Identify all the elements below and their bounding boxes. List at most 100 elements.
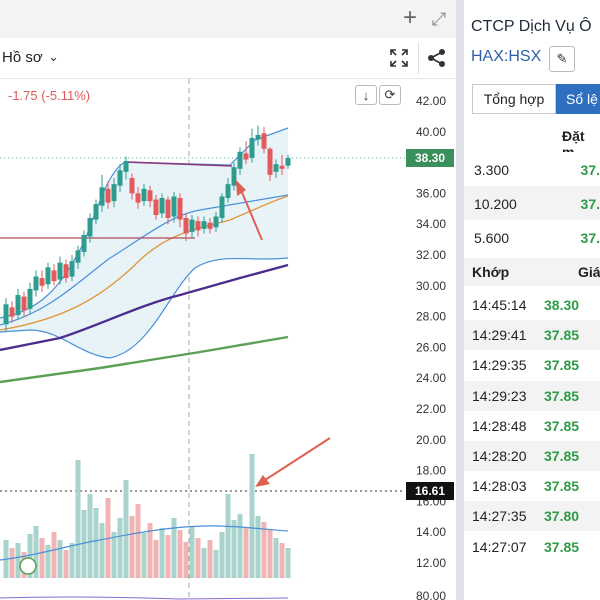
volume-bar [112,532,117,578]
orderbook-qty: 5.600 [464,230,581,246]
volume-bar [46,545,51,578]
volume-bar [88,494,93,578]
candle-body [58,263,63,280]
download-icon[interactable]: ↓ [355,85,377,105]
candle-body [178,198,183,220]
candle-body [184,218,189,233]
volume-bar [64,550,69,578]
divider [418,42,419,74]
candle-body [142,189,147,201]
price-axis-tick: 36.00 [416,186,446,200]
volume-bar [190,526,195,578]
match-row: 14:28:03 37.85 [464,471,600,501]
volume-bar [136,504,141,578]
price-axis-tick: 34.00 [416,217,446,231]
candle-body [22,297,27,311]
match-price: 37.85 [544,418,579,434]
reset-view-icon[interactable]: ⟳ [379,85,401,105]
candle-body [226,184,231,198]
candle-body [160,198,165,213]
candle-body [286,158,291,166]
volume-bar [16,543,21,578]
arrow-volume-annotation [262,438,330,482]
panel-divider[interactable] [456,0,464,600]
match-price: 37.85 [544,388,579,404]
candle-body [82,235,87,252]
candle-body [118,170,123,185]
match-row: 14:29:35 37.85 [464,350,600,380]
candle-body [52,270,57,281]
candle-body [148,190,153,201]
match-time: 14:28:03 [464,478,544,494]
candle-body [100,187,105,205]
orderbook-price: 37. [581,230,600,246]
volume-bar [124,480,129,578]
match-row: 14:27:35 37.80 [464,501,600,531]
candle-body [280,166,285,169]
chart-toolbar: Hồ sơ ⌄ [0,38,456,79]
match-row: 14:28:48 37.85 [464,411,600,441]
ma-green [0,337,288,382]
match-time: 14:29:35 [464,357,544,373]
price-axis-tick: 24.00 [416,371,446,385]
volume-bar [70,543,75,578]
candle-body [136,193,141,202]
price-axis-tick: 28.00 [416,310,446,324]
volume-bar [250,454,255,578]
candle-body [214,217,219,228]
orderbook-row[interactable]: 5.600 37. [464,220,600,256]
profile-tab[interactable]: Hồ sơ [2,49,43,66]
orderbook-row[interactable]: 3.300 37. [464,152,600,188]
candle-body [172,196,177,216]
volume-bar [76,460,81,578]
volume-bar [58,540,63,578]
company-name: CTCP Dịch Vụ Ô [471,18,592,36]
fullscreen-icon[interactable] [386,46,412,70]
match-time: 14:29:41 [464,327,544,343]
candle-body [88,218,93,236]
orderbook-qty: 3.300 [464,162,581,178]
price-axis-tick: 18.00 [416,464,446,478]
match-price: 38.30 [544,297,579,313]
match-time: 14:27:35 [464,508,544,524]
volume-bar [226,494,231,578]
match-price: 37.85 [544,327,579,343]
orderbook-price: 37. [581,196,600,212]
edit-icon[interactable]: ✎ [549,46,575,72]
ticker-label[interactable]: HAX:HSX [471,48,541,66]
volume-bar [274,538,279,578]
candle-body [40,278,45,286]
price-axis-tick: 32.00 [416,248,446,262]
orderbook-row[interactable]: 10.200 37. [464,186,600,222]
volume-bar [94,508,99,578]
match-row: 14:29:41 37.85 [464,320,600,350]
volume-bar [220,532,225,578]
price-axis-tick: 40.00 [416,125,446,139]
tab-orderbook[interactable]: Sổ lệ [556,84,600,114]
panel-top-bar: + ⤢ [0,0,456,39]
tab-overview[interactable]: Tổng hợp [472,84,556,114]
candle-body [124,161,129,172]
price-axis-tick: 26.00 [416,340,446,354]
volume-bar [286,548,291,578]
price-axis-tick: 14.00 [416,525,446,539]
volume-bar [244,528,249,578]
candle-body [202,221,207,229]
price-axis-tick: 80.00 [416,589,446,600]
volume-bar [208,540,213,578]
chevron-down-icon[interactable]: ⌄ [48,49,59,65]
match-time: 14:45:14 [464,297,544,313]
price-axis-tick: 22.00 [416,402,446,416]
volume-bar [214,550,219,578]
volume-bar [118,518,123,578]
candle-body [274,164,279,172]
volume-bar [262,522,267,578]
share-icon[interactable] [424,46,450,70]
candle-body [16,295,21,315]
volume-bar [184,542,189,578]
expand-icon[interactable]: ⤢ [428,8,450,30]
add-icon[interactable]: + [398,6,422,30]
candle-body [250,138,255,158]
current-price-text: 38.30 [415,151,445,165]
price-chart[interactable]: 42.0040.0038.0036.0034.0032.0030.0028.00… [0,79,456,600]
